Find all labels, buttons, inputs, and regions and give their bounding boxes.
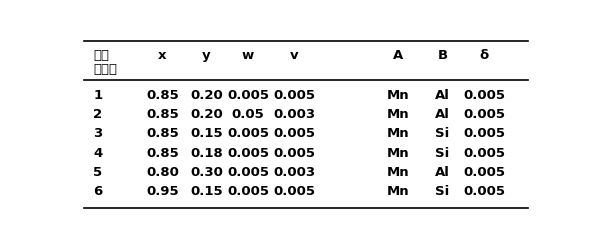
Text: 0.005: 0.005 — [273, 127, 315, 140]
Text: 6: 6 — [93, 185, 102, 198]
Text: 0.15: 0.15 — [190, 127, 223, 140]
Text: 0.85: 0.85 — [146, 108, 179, 121]
Text: 0.005: 0.005 — [227, 166, 269, 179]
Text: A: A — [393, 49, 404, 62]
Text: Mn: Mn — [387, 185, 410, 198]
Text: w: w — [242, 49, 254, 62]
Text: 0.005: 0.005 — [463, 89, 505, 102]
Text: 0.20: 0.20 — [190, 89, 223, 102]
Text: 0.30: 0.30 — [190, 166, 223, 179]
Text: B: B — [438, 49, 448, 62]
Text: 1: 1 — [93, 89, 102, 102]
Text: 0.85: 0.85 — [146, 127, 179, 140]
Text: 0.005: 0.005 — [227, 89, 269, 102]
Text: Si: Si — [435, 185, 450, 198]
Text: 0.05: 0.05 — [232, 108, 264, 121]
Text: 0.005: 0.005 — [227, 147, 269, 160]
Text: 0.18: 0.18 — [190, 147, 223, 160]
Text: 0.15: 0.15 — [190, 185, 223, 198]
Text: 0.005: 0.005 — [463, 108, 505, 121]
Text: δ: δ — [479, 49, 489, 62]
Text: 4: 4 — [93, 147, 102, 160]
Text: 5: 5 — [93, 166, 102, 179]
Text: 实施例: 实施例 — [93, 63, 117, 76]
Text: Mn: Mn — [387, 127, 410, 140]
Text: 0.85: 0.85 — [146, 89, 179, 102]
Text: 0.80: 0.80 — [146, 166, 179, 179]
Text: y: y — [202, 49, 211, 62]
Text: 0.005: 0.005 — [273, 185, 315, 198]
Text: Mn: Mn — [387, 108, 410, 121]
Text: Si: Si — [435, 127, 450, 140]
Text: 参数: 参数 — [93, 49, 109, 62]
Text: Si: Si — [435, 147, 450, 160]
Text: 0.85: 0.85 — [146, 147, 179, 160]
Text: v: v — [290, 49, 298, 62]
Text: x: x — [158, 49, 167, 62]
Text: Mn: Mn — [387, 89, 410, 102]
Text: 0.005: 0.005 — [227, 185, 269, 198]
Text: 0.005: 0.005 — [463, 166, 505, 179]
Text: Mn: Mn — [387, 147, 410, 160]
Text: 0.20: 0.20 — [190, 108, 223, 121]
Text: 0.005: 0.005 — [273, 89, 315, 102]
Text: 3: 3 — [93, 127, 102, 140]
Text: 0.005: 0.005 — [273, 147, 315, 160]
Text: Al: Al — [435, 166, 450, 179]
Text: 2: 2 — [93, 108, 102, 121]
Text: 0.005: 0.005 — [463, 147, 505, 160]
Text: Al: Al — [435, 89, 450, 102]
Text: 0.005: 0.005 — [463, 185, 505, 198]
Text: 0.003: 0.003 — [273, 166, 315, 179]
Text: 0.95: 0.95 — [146, 185, 179, 198]
Text: 0.005: 0.005 — [463, 127, 505, 140]
Text: Al: Al — [435, 108, 450, 121]
Text: Mn: Mn — [387, 166, 410, 179]
Text: 0.005: 0.005 — [227, 127, 269, 140]
Text: 0.003: 0.003 — [273, 108, 315, 121]
